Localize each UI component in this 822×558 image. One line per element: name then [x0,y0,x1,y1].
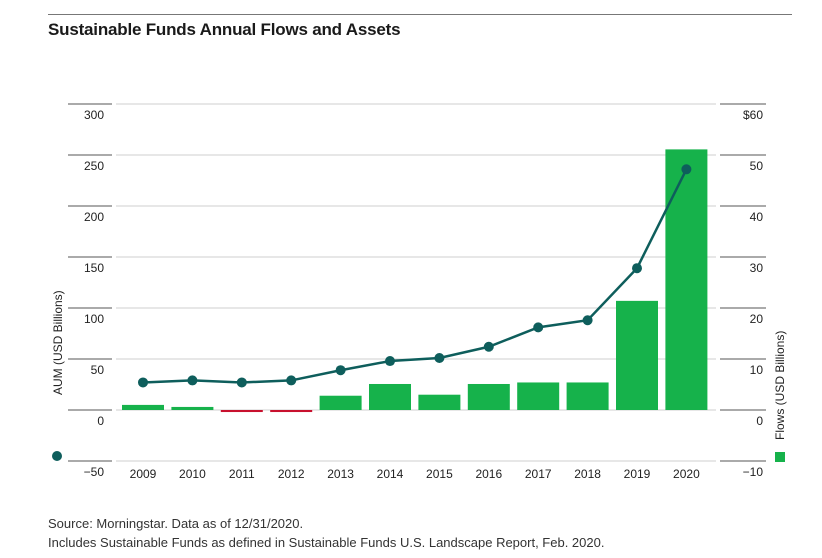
flows-legend-marker [775,452,785,462]
left-tick-label: 100 [84,312,104,326]
flow-bar [270,410,313,413]
aum-legend-marker [52,451,62,461]
right-tick-label: −10 [743,465,764,479]
x-tick-label: 2020 [673,467,700,481]
aum-point [632,263,642,274]
x-tick-label: 2016 [475,467,502,481]
x-tick-label: 2009 [130,467,157,481]
flow-bar [616,300,658,410]
flow-bar [122,404,164,410]
left-tick-label: 150 [84,261,104,275]
aum-point [187,375,198,386]
x-tick-label: 2010 [179,467,206,481]
flow-bar [220,410,263,413]
left-tick-label: 0 [97,414,104,428]
aum-point [236,377,247,388]
aum-point [434,352,445,363]
chart-title: Sustainable Funds Annual Flows and Asset… [48,20,401,39]
x-tick-label: 2018 [574,467,601,481]
flow-bar [467,383,510,410]
aum-point [385,356,395,367]
flow-bar [517,382,560,410]
aum-line [142,168,688,384]
flow-bar [665,149,708,410]
left-axis-title: AUM (USD Billions) [51,290,65,395]
top-rule [48,14,792,15]
aum-point [286,375,297,386]
right-tick-label: 30 [750,261,764,275]
source-note: Source: Morningstar. Data as of 12/31/20… [48,516,304,531]
aum-point [582,315,593,326]
right-axis-title: Flows (USD Billions) [773,331,787,440]
flow-bar [319,395,362,410]
flow-bar [566,382,609,410]
x-tick-label: 2017 [525,467,552,481]
right-tick-label: $60 [743,108,763,122]
flow-bar [369,383,411,410]
left-tick-label: 200 [84,210,104,224]
flow-bar [171,406,214,410]
definition-note: Includes Sustainable Funds as defined in… [48,535,605,550]
x-tick-label: 2013 [327,467,354,481]
aum-point [335,365,346,376]
aum-point [483,341,494,352]
left-tick-label: −50 [84,465,105,479]
left-tick-label: 300 [84,108,104,122]
x-tick-label: 2012 [278,467,305,481]
x-tick-label: 2014 [377,467,404,481]
right-tick-label: 50 [750,159,764,173]
left-tick-label: 250 [84,159,104,173]
left-tick-label: 50 [91,363,105,377]
aum-point [533,322,544,333]
aum-point [138,377,148,388]
x-tick-label: 2015 [426,467,453,481]
aum-point [681,164,692,175]
x-tick-label: 2011 [229,467,255,481]
right-tick-label: 10 [750,363,764,377]
x-tick-label: 2019 [624,467,651,481]
right-tick-label: 0 [756,414,763,428]
right-tick-label: 40 [750,210,764,224]
flow-bar [418,394,461,410]
right-tick-label: 20 [750,312,764,326]
